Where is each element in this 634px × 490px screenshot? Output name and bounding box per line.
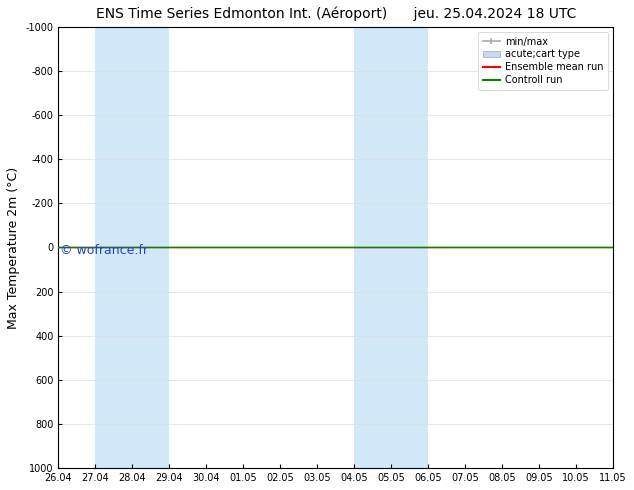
Bar bbox=[133, 27, 169, 468]
Bar bbox=[95, 27, 169, 468]
Y-axis label: Max Temperature 2m (°C): Max Temperature 2m (°C) bbox=[7, 167, 20, 329]
Legend: min/max, acute;cart type, Ensemble mean run, Controll run: min/max, acute;cart type, Ensemble mean … bbox=[478, 32, 609, 90]
Text: © wofrance.fr: © wofrance.fr bbox=[60, 244, 148, 257]
Bar bbox=[613, 27, 634, 468]
Bar bbox=[391, 27, 429, 468]
Title: ENS Time Series Edmonton Int. (Aéroport)      jeu. 25.04.2024 18 UTC: ENS Time Series Edmonton Int. (Aéroport)… bbox=[96, 7, 576, 22]
Bar bbox=[354, 27, 429, 468]
